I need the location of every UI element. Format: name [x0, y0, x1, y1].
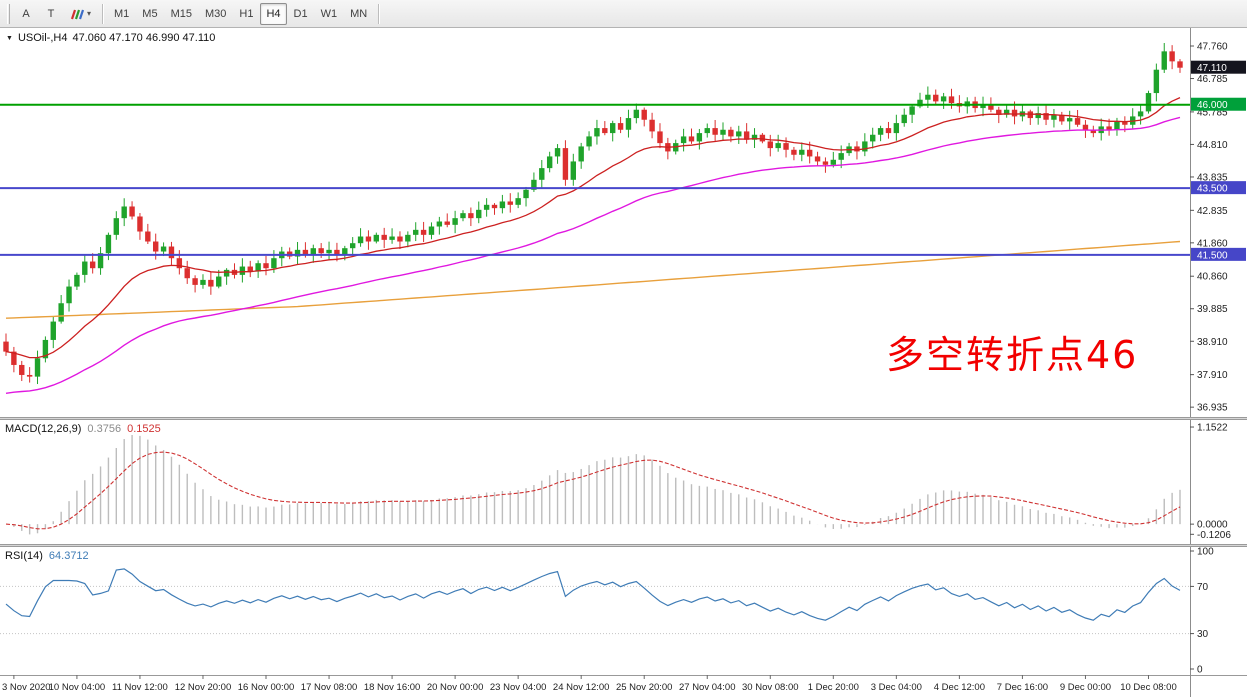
svg-text:16 Nov 00:00: 16 Nov 00:00 [238, 682, 295, 693]
svg-text:0: 0 [1197, 665, 1203, 676]
timeframe-button-w1[interactable]: W1 [320, 7, 338, 20]
svg-text:0.0000: 0.0000 [1197, 520, 1228, 531]
colors-dropdown-button[interactable]: ▾ [63, 3, 97, 25]
svg-text:41.860: 41.860 [1197, 238, 1228, 249]
svg-text:1 Dec 20:00: 1 Dec 20:00 [808, 682, 859, 693]
svg-text:12 Nov 20:00: 12 Nov 20:00 [175, 682, 232, 693]
rsi-panel[interactable]: 100 70 30 0 RSI(14) 64.3712 [0, 547, 1247, 675]
svg-text:47.110: 47.110 [1197, 63, 1227, 74]
svg-text:70: 70 [1197, 582, 1209, 593]
svg-text:44.810: 44.810 [1197, 140, 1228, 151]
macd-panel[interactable]: 1.1522 0.0000 -0.1206 MACD(12,26,9) 0.3756… [0, 420, 1247, 544]
svg-text:10 Dec 08:00: 10 Dec 08:00 [1120, 682, 1177, 693]
timeframe-button-mn[interactable]: MN [350, 7, 368, 20]
svg-text:40.860: 40.860 [1197, 272, 1228, 283]
crayons-icon [70, 9, 85, 19]
chevron-down-icon: ▾ [87, 9, 92, 18]
svg-text:3 Dec 04:00: 3 Dec 04:00 [871, 682, 922, 693]
time-axis[interactable]: 3 Nov 2020 10 Nov 04:00 11 Nov 12:00 12 Nov… [0, 675, 1247, 697]
timeframe-button-m1[interactable]: M1 [114, 7, 130, 20]
svg-text:39.885: 39.885 [1197, 304, 1228, 315]
svg-text:3 Nov 2020: 3 Nov 2020 [2, 682, 51, 693]
rsi-canvas[interactable]: 100 70 30 0 [0, 547, 1247, 675]
svg-text:100: 100 [1197, 547, 1214, 558]
toolbar-separator [378, 3, 380, 24]
svg-text:30: 30 [1197, 629, 1209, 640]
svg-text:7 Dec 16:00: 7 Dec 16:00 [997, 682, 1048, 693]
svg-text:23 Nov 04:00: 23 Nov 04:00 [490, 682, 547, 693]
svg-text:25 Nov 20:00: 25 Nov 20:00 [616, 682, 673, 693]
svg-text:17 Nov 08:00: 17 Nov 08:00 [301, 682, 358, 693]
svg-text:24 Nov 12:00: 24 Nov 12:00 [553, 682, 610, 693]
svg-text:18 Nov 16:00: 18 Nov 16:00 [364, 682, 421, 693]
svg-text:45.785: 45.785 [1197, 107, 1228, 118]
svg-text:46.785: 46.785 [1197, 74, 1228, 85]
svg-text:1.1522: 1.1522 [1197, 423, 1228, 434]
timeframe-button-h1[interactable]: H1 [239, 7, 254, 20]
svg-text:4 Dec 12:00: 4 Dec 12:00 [934, 682, 985, 693]
toolbar-grip[interactable] [7, 3, 10, 24]
svg-text:11 Nov 12:00: 11 Nov 12:00 [112, 682, 168, 693]
panel-splitter-macd[interactable] [0, 417, 1247, 420]
svg-text:38.910: 38.910 [1197, 337, 1228, 348]
svg-text:46.000: 46.000 [1197, 100, 1228, 111]
timeframe-button-m30[interactable]: M30 [204, 7, 227, 20]
timeframe-button-h4[interactable]: H4 [260, 2, 287, 25]
macd-canvas[interactable]: 1.1522 0.0000-0.1206 [0, 420, 1247, 544]
main-chart-panel[interactable]: 47.760 46.785 45.785 44.810 43.835 42.835 41.8… [0, 28, 1247, 417]
svg-text:36.935: 36.935 [1197, 403, 1228, 414]
panel-splitter-rsi[interactable] [0, 544, 1247, 547]
timeframe-button-m15[interactable]: M15 [170, 7, 192, 20]
svg-text:43.835: 43.835 [1197, 172, 1228, 183]
svg-text:37.910: 37.910 [1197, 370, 1228, 381]
timeframe-button-m5[interactable]: M5 [142, 7, 158, 20]
svg-text:20 Nov 00:00: 20 Nov 00:00 [427, 682, 484, 693]
svg-text:-0.1206: -0.1206 [1197, 530, 1231, 541]
timeframe-group: M1 M5 M15 M30 H1 H4 D1 W1 MN [108, 2, 373, 25]
svg-text:10 Nov 04:00: 10 Nov 04:00 [49, 682, 106, 693]
svg-text:9 Dec 00:00: 9 Dec 00:00 [1060, 682, 1111, 693]
svg-text:27 Nov 04:00: 27 Nov 04:00 [679, 682, 736, 693]
font-tool-button[interactable]: A [22, 7, 30, 20]
svg-text:41.500: 41.500 [1197, 250, 1228, 261]
svg-text:42.835: 42.835 [1197, 206, 1228, 217]
main-chart-canvas[interactable]: 47.760 46.785 45.785 44.810 43.835 42.835 41.8… [0, 28, 1247, 417]
toolbar-separator [102, 3, 104, 24]
svg-text:30 Nov 08:00: 30 Nov 08:00 [742, 682, 799, 693]
svg-text:43.500: 43.500 [1197, 184, 1228, 195]
text-tool-button[interactable]: T [47, 7, 55, 20]
timeframe-button-d1[interactable]: D1 [293, 7, 308, 20]
svg-text:47.760: 47.760 [1197, 42, 1228, 53]
